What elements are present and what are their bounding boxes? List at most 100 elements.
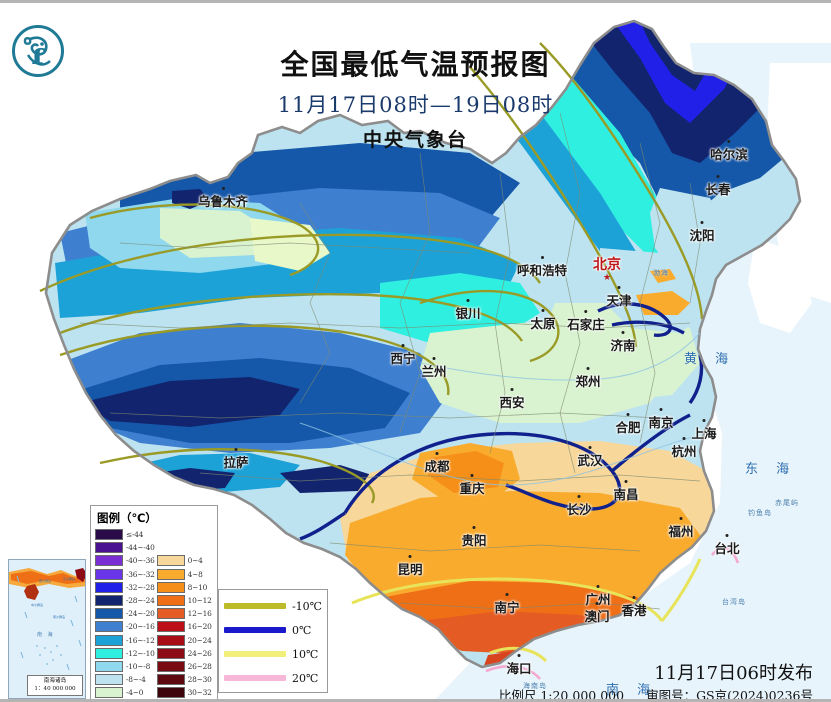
legend-row: 0~4 bbox=[156, 554, 212, 567]
temperature-map bbox=[0, 3, 831, 699]
isotherm-label: 0℃ bbox=[292, 623, 312, 637]
isotherm-legend-row: 20℃ bbox=[224, 666, 322, 690]
cma-dragon-logo: ゚ɾ bbox=[12, 25, 64, 77]
isotherm-legend-row: -10℃ bbox=[224, 594, 322, 618]
legend-swatch bbox=[156, 660, 185, 672]
legend-label: -20~-16 bbox=[126, 622, 155, 632]
legend-row: -10~-8 bbox=[95, 660, 155, 673]
legend-label: 12~16 bbox=[187, 609, 212, 619]
legend-swatch bbox=[156, 674, 185, 686]
legend-swatch bbox=[95, 529, 123, 541]
legend-column-warm: 0~4 4~8 8~10 10~12 12~16 16~20 20~24 24~26 26~28… bbox=[156, 528, 212, 699]
legend-row: ≤-44 bbox=[95, 528, 155, 541]
legend-label: -8~-4 bbox=[126, 675, 146, 685]
legend-row: 26~28 bbox=[156, 660, 212, 673]
legend-label: ≤-44 bbox=[126, 530, 144, 540]
isotherm-legend-row: 10℃ bbox=[224, 642, 322, 666]
legend-swatch bbox=[95, 581, 123, 593]
isotherm-contours bbox=[39, 42, 740, 680]
legend-label: 28~30 bbox=[187, 675, 212, 685]
legend-label: -44~-40 bbox=[126, 543, 155, 553]
legend-swatch bbox=[156, 687, 185, 699]
legend-swatch bbox=[95, 634, 123, 646]
legend-row: 28~30 bbox=[156, 673, 212, 686]
legend-label: -12~-10 bbox=[126, 648, 155, 658]
isotherm-line-sample bbox=[224, 627, 286, 633]
legend-label: -40~-36 bbox=[126, 556, 155, 566]
legend-label: -32~-28 bbox=[126, 582, 155, 592]
legend-label: -36~-32 bbox=[126, 569, 155, 579]
inset-scale-box: 南海诸岛 1：40 000 000 bbox=[27, 675, 83, 696]
legend-swatch bbox=[156, 621, 185, 633]
legend-label: 20~24 bbox=[187, 635, 212, 645]
legend-label: 8~10 bbox=[187, 582, 208, 592]
legend-swatch bbox=[156, 647, 185, 659]
isotherm-label: -10℃ bbox=[291, 599, 322, 613]
isotherm-line-sample bbox=[224, 651, 286, 657]
legend-swatch bbox=[156, 634, 185, 646]
legend-label: -4~0 bbox=[126, 688, 144, 698]
inset-scale-value: 1：40 000 000 bbox=[34, 685, 76, 692]
rivers bbox=[299, 332, 701, 486]
legend-label: 4~8 bbox=[187, 569, 203, 579]
legend-row: 16~20 bbox=[156, 620, 212, 633]
legend-swatch bbox=[95, 660, 123, 672]
legend-label: -24~-20 bbox=[126, 609, 155, 619]
legend-label: 0~4 bbox=[187, 556, 203, 566]
legend-label: -28~-24 bbox=[126, 596, 155, 606]
legend-row: -8~-4 bbox=[95, 673, 155, 686]
inset-title: 南海诸岛 bbox=[43, 677, 67, 684]
temperature-legend: 图例（℃） ≤-44 -44~-40 -40~-36 -36~-32 -32~-28 -2… bbox=[90, 505, 218, 699]
release-time: 11月17日06时发布 bbox=[654, 663, 813, 684]
logo-ring bbox=[12, 25, 64, 77]
legend-row: -44~-40 bbox=[95, 541, 155, 554]
svg-text:中沙群岛: 中沙群岛 bbox=[31, 602, 43, 607]
legend-row: -20~-16 bbox=[95, 620, 155, 633]
legend-row: -12~-10 bbox=[95, 647, 155, 660]
legend-swatch bbox=[95, 555, 123, 567]
svg-text:东沙群岛: 东沙群岛 bbox=[63, 576, 75, 581]
svg-text:西沙群岛: 西沙群岛 bbox=[39, 578, 51, 583]
legend-column-cold: ≤-44 -44~-40 -40~-36 -36~-32 -32~-28 -28~-24 -… bbox=[95, 528, 155, 699]
legend-spacer bbox=[157, 528, 212, 554]
legend-label: -10~-8 bbox=[126, 661, 151, 671]
legend-swatch bbox=[156, 555, 185, 567]
map-scale: 比例尺 1:20 000 000 bbox=[498, 688, 625, 702]
legend-swatch bbox=[156, 608, 185, 620]
national-boundary bbox=[44, 19, 802, 669]
legend-row: -24~-20 bbox=[95, 607, 155, 620]
legend-swatch bbox=[95, 674, 123, 686]
legend-swatch bbox=[95, 595, 123, 607]
legend-label: 26~28 bbox=[187, 661, 212, 671]
legend-row: -4~0 bbox=[95, 686, 155, 699]
legend-swatch bbox=[95, 542, 123, 554]
legend-swatch bbox=[95, 568, 123, 580]
legend-row: 30~32 bbox=[156, 686, 212, 699]
legend-swatch bbox=[95, 687, 123, 699]
legend-swatch bbox=[95, 647, 123, 659]
legend-label: 24~26 bbox=[187, 648, 212, 658]
legend-row: -36~-32 bbox=[95, 568, 155, 581]
legend-swatch bbox=[156, 595, 185, 607]
svg-text:南沙群岛: 南沙群岛 bbox=[53, 614, 65, 619]
legend-row: -16~-12 bbox=[95, 634, 155, 647]
legend-label: -16~-12 bbox=[126, 635, 155, 645]
legend-title: 图例（℃） bbox=[97, 511, 157, 525]
legend-swatch bbox=[95, 621, 123, 633]
legend-row: 20~24 bbox=[156, 634, 212, 647]
legend-label: 16~20 bbox=[187, 622, 212, 632]
legend-row: 4~8 bbox=[156, 568, 212, 581]
legend-row: 8~10 bbox=[156, 581, 212, 594]
review-number: 审图号：GS京(2024)0236号 bbox=[646, 688, 813, 702]
isotherm-legend: -10℃ 0℃ 10℃ 20℃ bbox=[218, 589, 328, 693]
legend-label: 30~32 bbox=[187, 688, 212, 698]
legend-row: 24~26 bbox=[156, 647, 212, 660]
legend-swatch bbox=[156, 568, 185, 580]
legend-row: -32~-28 bbox=[95, 581, 155, 594]
south-china-sea-inset: 西沙群岛 东沙群岛 中沙群岛 南沙群岛 南 海 南海诸岛 bbox=[8, 559, 86, 699]
isotherm-line-sample bbox=[224, 603, 286, 609]
legend-row: -40~-36 bbox=[95, 554, 155, 567]
legend-swatch bbox=[95, 608, 123, 620]
logo-dragon-icon bbox=[26, 36, 51, 66]
